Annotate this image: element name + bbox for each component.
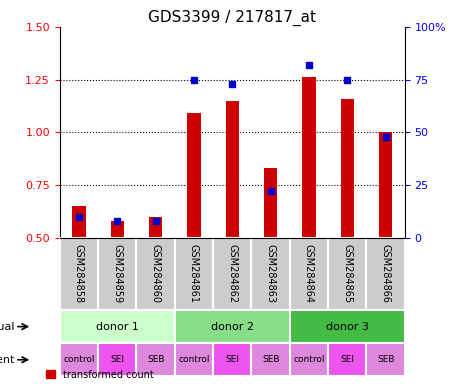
Text: SEB: SEB [261, 355, 279, 364]
Bar [72, 206, 85, 238]
FancyBboxPatch shape [327, 343, 366, 376]
FancyBboxPatch shape [289, 343, 327, 376]
Bar [302, 78, 315, 238]
Text: SEI: SEI [225, 355, 239, 364]
FancyBboxPatch shape [213, 343, 251, 376]
Bar [110, 221, 124, 238]
Bar [149, 217, 162, 238]
Bar [225, 101, 239, 238]
Bar [378, 132, 392, 238]
FancyBboxPatch shape [213, 238, 251, 310]
Text: SEI: SEI [340, 355, 353, 364]
Text: donor 2: donor 2 [210, 322, 253, 332]
FancyBboxPatch shape [289, 238, 327, 310]
Text: GSM284864: GSM284864 [303, 244, 313, 303]
Text: agent: agent [0, 355, 15, 365]
Text: SEB: SEB [146, 355, 164, 364]
Text: GSM284860: GSM284860 [150, 244, 160, 303]
Text: GSM284861: GSM284861 [189, 244, 199, 303]
FancyBboxPatch shape [136, 343, 174, 376]
Text: GSM284859: GSM284859 [112, 244, 122, 303]
FancyBboxPatch shape [174, 238, 213, 310]
Text: donor 1: donor 1 [95, 322, 139, 332]
Text: donor 3: donor 3 [325, 322, 368, 332]
Text: GSM284862: GSM284862 [227, 244, 237, 303]
Legend: transformed count, percentile rank within the sample: transformed count, percentile rank withi… [42, 366, 231, 384]
Bar [187, 113, 200, 238]
Text: individual: individual [0, 322, 15, 332]
Title: GDS3399 / 217817_at: GDS3399 / 217817_at [148, 9, 316, 25]
FancyBboxPatch shape [60, 343, 98, 376]
Text: control: control [63, 355, 95, 364]
Text: control: control [178, 355, 209, 364]
Text: GSM284863: GSM284863 [265, 244, 275, 303]
Text: GSM284865: GSM284865 [341, 244, 352, 303]
Text: control: control [292, 355, 324, 364]
FancyBboxPatch shape [289, 310, 404, 343]
FancyBboxPatch shape [174, 343, 213, 376]
FancyBboxPatch shape [366, 238, 404, 310]
FancyBboxPatch shape [98, 343, 136, 376]
FancyBboxPatch shape [98, 238, 136, 310]
Text: SEB: SEB [376, 355, 393, 364]
FancyBboxPatch shape [366, 343, 404, 376]
FancyBboxPatch shape [327, 238, 366, 310]
Bar [263, 168, 277, 238]
Bar [340, 99, 353, 238]
Text: GSM284866: GSM284866 [380, 244, 390, 303]
FancyBboxPatch shape [60, 310, 174, 343]
Text: SEI: SEI [110, 355, 124, 364]
FancyBboxPatch shape [60, 238, 98, 310]
FancyBboxPatch shape [251, 238, 289, 310]
FancyBboxPatch shape [174, 310, 289, 343]
FancyBboxPatch shape [136, 238, 174, 310]
FancyBboxPatch shape [251, 343, 289, 376]
Text: GSM284858: GSM284858 [74, 244, 84, 303]
